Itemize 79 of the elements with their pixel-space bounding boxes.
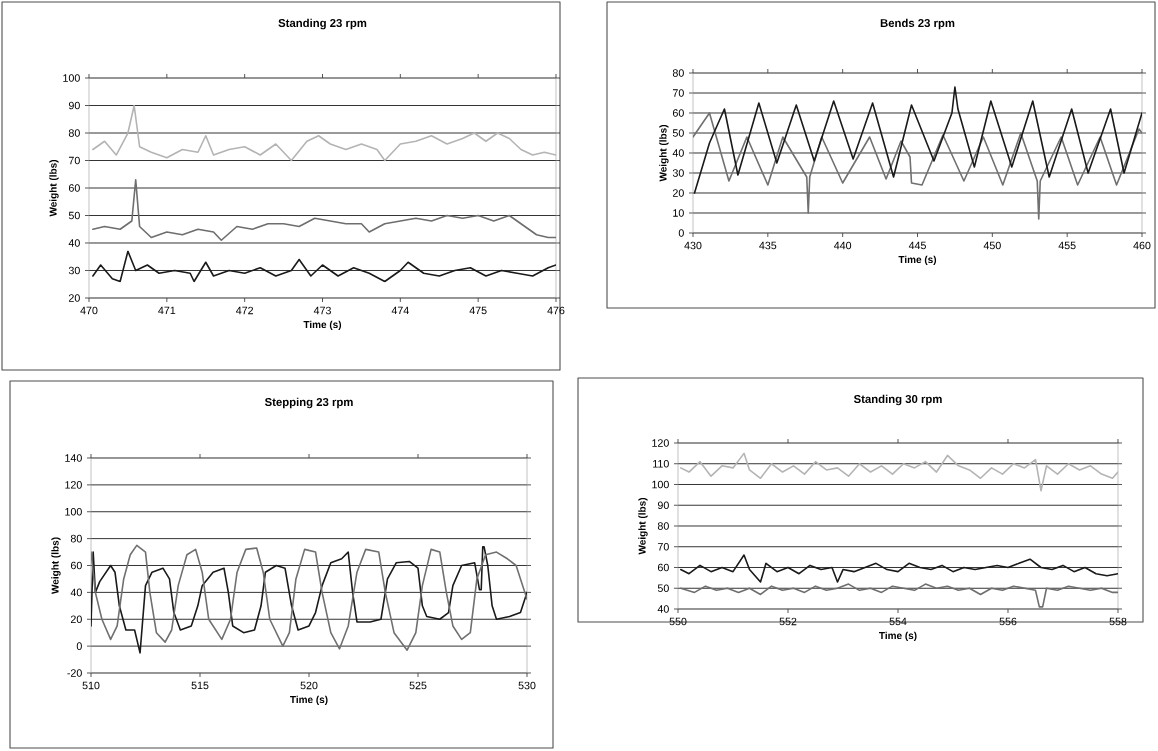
x-tick-label: 471 — [158, 306, 176, 315]
y-tick-label: 90 — [657, 501, 669, 510]
x-tick-label: 510 — [82, 681, 100, 690]
x-axis-title: Time (s) — [879, 631, 917, 642]
x-tick-label: 515 — [191, 681, 209, 690]
y-tick-label: 70 — [672, 89, 684, 97]
x-axis-title: Time (s) — [303, 320, 342, 331]
x-tick-label: 525 — [409, 681, 427, 690]
chart-title: Standing 30 rpm — [853, 394, 942, 406]
y-axis-title: Weight (lbs) — [49, 160, 59, 217]
y-tick-label: 90 — [68, 101, 80, 110]
y-tick-label: 30 — [68, 266, 80, 275]
x-tick-label: 558 — [1109, 617, 1127, 626]
y-tick-label: 20 — [672, 189, 684, 197]
y-tick-label: 100 — [652, 480, 669, 489]
y-tick-label: 100 — [65, 507, 82, 516]
line-series — [679, 452, 1118, 492]
line-series — [92, 104, 556, 162]
x-tick-label: 470 — [80, 306, 98, 315]
y-axis-title: Weight (lbs) — [51, 537, 61, 595]
x-tick-label: 440 — [834, 241, 852, 250]
y-tick-label: 120 — [65, 481, 82, 489]
x-tick-label: 550 — [669, 617, 687, 626]
line-series — [92, 250, 556, 283]
y-tick-label: 70 — [68, 156, 80, 165]
y-tick-label: -20 — [67, 669, 82, 677]
y-tick-label: 50 — [68, 211, 80, 220]
y-tick-label: 80 — [68, 129, 80, 137]
x-tick-label: 520 — [300, 681, 318, 690]
y-tick-label: 40 — [672, 149, 684, 157]
chart-title: Standing 23 rpm — [278, 18, 367, 30]
x-tick-label: 530 — [518, 681, 536, 690]
y-tick-label: 0 — [678, 229, 684, 237]
line-series — [679, 554, 1118, 583]
x-tick-label: 450 — [983, 241, 1001, 250]
y-tick-label: 120 — [652, 439, 669, 447]
y-tick-label: 100 — [63, 74, 80, 82]
x-tick-label: 556 — [999, 617, 1017, 626]
y-tick-label: 30 — [672, 169, 684, 177]
x-tick-label: 460 — [1133, 241, 1151, 250]
y-tick-label: 60 — [657, 563, 669, 572]
y-tick-label: 50 — [657, 584, 669, 593]
x-tick-label: 552 — [779, 617, 797, 626]
y-tick-label: 40 — [657, 605, 669, 613]
x-axis-title: Time (s) — [290, 695, 328, 706]
y-tick-label: 10 — [673, 209, 684, 217]
y-tick-label: 60 — [70, 561, 82, 570]
y-axis-title: Weight (lbs) — [638, 497, 648, 555]
x-tick-label: 455 — [1058, 241, 1076, 250]
y-tick-label: 60 — [672, 109, 684, 117]
y-tick-label: 40 — [68, 239, 80, 247]
y-tick-label: 80 — [657, 522, 669, 530]
x-tick-label: 430 — [684, 241, 702, 250]
x-tick-label: 474 — [391, 306, 409, 315]
chart-title: Bends 23 rpm — [880, 18, 955, 30]
y-tick-label: 80 — [672, 69, 684, 77]
x-tick-label: 554 — [889, 617, 907, 626]
chart-title: Stepping 23 rpm — [264, 397, 353, 409]
x-tick-label: 476 — [547, 306, 565, 315]
x-axis-title: Time (s) — [898, 255, 937, 266]
x-tick-label: 473 — [313, 306, 331, 315]
y-tick-label: 50 — [672, 129, 684, 137]
x-tick-label: 435 — [759, 241, 777, 250]
x-tick-label: 475 — [469, 306, 487, 315]
y-tick-label: 20 — [68, 294, 80, 302]
y-tick-label: 0 — [76, 642, 82, 650]
y-tick-label: 40 — [70, 588, 82, 597]
line-series — [92, 178, 556, 242]
y-tick-label: 20 — [70, 615, 82, 624]
y-tick-label: 140 — [65, 454, 82, 462]
line-series — [693, 86, 1142, 194]
y-axis-title: Weight (lbs) — [659, 124, 669, 182]
line-series — [693, 112, 1142, 220]
x-tick-label: 472 — [236, 306, 254, 315]
y-tick-label: 80 — [70, 534, 82, 543]
y-tick-label: 110 — [653, 459, 669, 468]
x-tick-label: 445 — [908, 241, 926, 250]
y-tick-label: 60 — [68, 184, 80, 192]
y-tick-label: 70 — [657, 542, 669, 551]
